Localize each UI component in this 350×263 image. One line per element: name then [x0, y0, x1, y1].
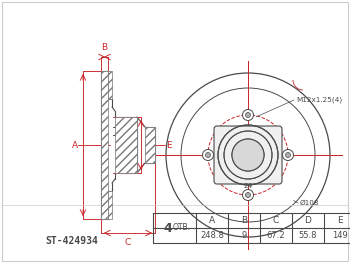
Text: B: B [241, 216, 247, 225]
FancyBboxPatch shape [214, 126, 282, 184]
Text: 55.8: 55.8 [299, 231, 317, 240]
Bar [108, 191, 112, 219]
Bar [145, 127, 155, 163]
Bar [101, 71, 108, 219]
Circle shape [245, 113, 251, 118]
Text: D: D [304, 216, 312, 225]
Circle shape [203, 149, 214, 160]
Circle shape [282, 149, 294, 160]
Text: 24: 24 [243, 183, 253, 189]
Bar [115, 117, 137, 173]
Circle shape [232, 139, 264, 171]
Text: M12x1.25(4): M12x1.25(4) [296, 97, 342, 103]
Text: A: A [209, 216, 215, 225]
Text: B: B [102, 43, 107, 52]
Text: 149: 149 [332, 231, 348, 240]
Text: A: A [72, 140, 78, 149]
Text: 67.2: 67.2 [267, 231, 285, 240]
Text: ST-424934: ST-424934 [46, 236, 98, 246]
Text: D: D [144, 140, 151, 149]
Text: 248.8: 248.8 [200, 231, 224, 240]
Text: 4: 4 [163, 221, 172, 235]
Text: E: E [166, 140, 172, 149]
Text: E: E [337, 216, 343, 225]
Circle shape [286, 153, 290, 158]
Circle shape [243, 109, 253, 120]
Text: 9: 9 [241, 231, 247, 240]
Text: C: C [125, 238, 131, 247]
Circle shape [205, 153, 210, 158]
Circle shape [243, 190, 253, 200]
Circle shape [232, 139, 264, 171]
Bar [108, 71, 112, 99]
Circle shape [245, 193, 251, 198]
Text: Ø108: Ø108 [300, 200, 320, 206]
Text: ОТВ.: ОТВ. [173, 224, 190, 232]
Text: C: C [273, 216, 279, 225]
